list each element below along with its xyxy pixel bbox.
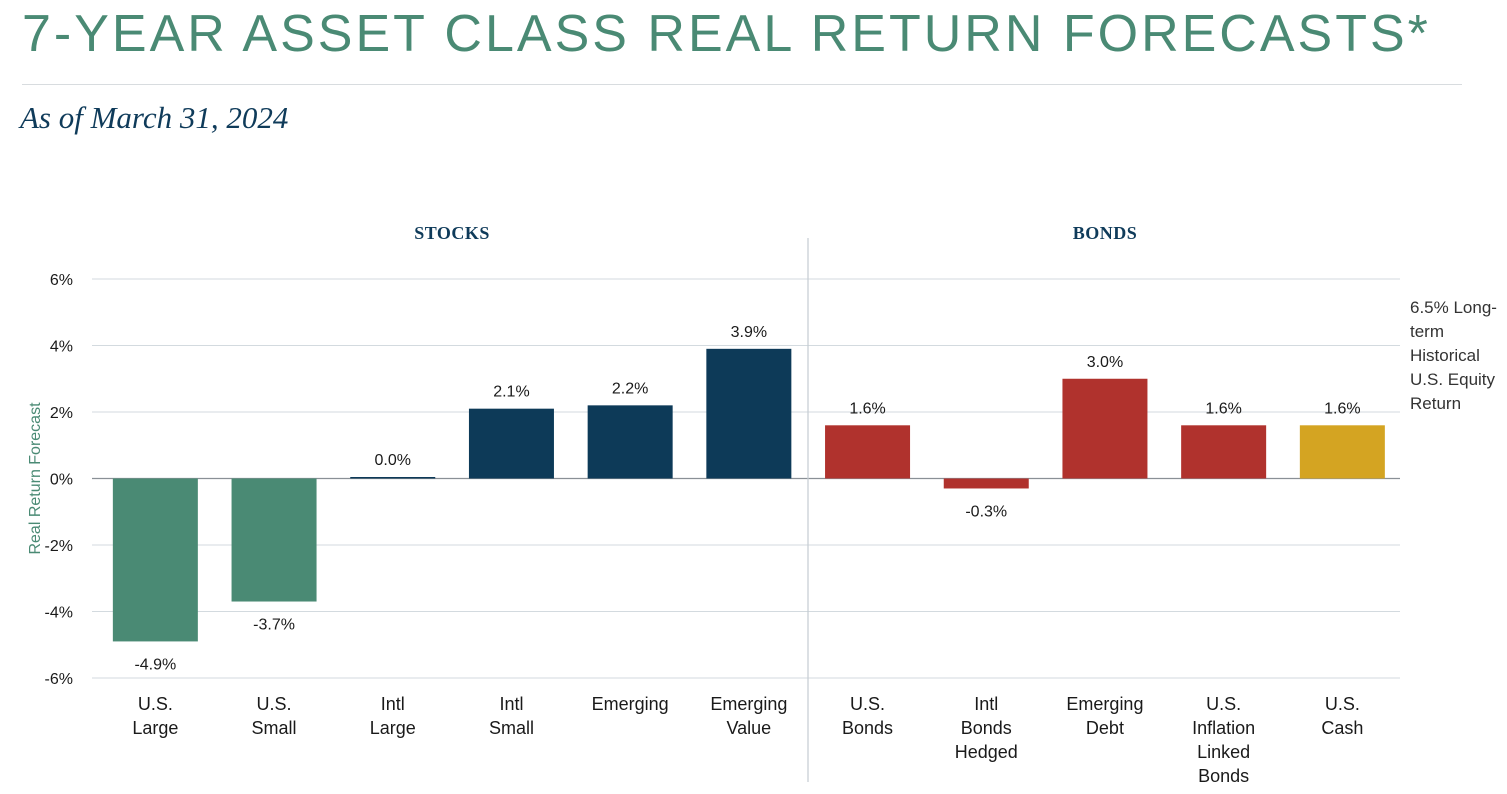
bar-value-label: 1.6% [849, 400, 885, 417]
bar [587, 405, 673, 479]
page-subtitle: As of March 31, 2024 [20, 100, 289, 135]
category-label: Intl [974, 694, 998, 714]
bar [706, 348, 792, 479]
bar [112, 478, 198, 642]
category-label: Large [132, 718, 178, 738]
category-label: Inflation [1192, 718, 1255, 738]
category-label: Intl [381, 694, 405, 714]
bar-value-label: 3.9% [731, 324, 767, 341]
group-heading: STOCKS [414, 223, 490, 243]
category-label: Bonds [1198, 766, 1249, 786]
bar [468, 408, 554, 479]
y-tick-label: 4% [50, 339, 73, 356]
bar [350, 477, 436, 479]
category-label: Intl [499, 694, 523, 714]
y-tick-label: 0% [50, 472, 73, 489]
group-heading: BONDS [1073, 223, 1138, 243]
category-label: Small [252, 718, 297, 738]
category-label: Large [370, 718, 416, 738]
bar-value-label: 2.2% [612, 380, 648, 397]
bar-value-label: 1.6% [1324, 400, 1360, 417]
bar-value-label: -0.3% [965, 503, 1007, 520]
category-label: Emerging [592, 694, 669, 714]
category-label: Bonds [961, 718, 1012, 738]
bar [943, 478, 1029, 489]
category-label: U.S. [1325, 694, 1360, 714]
bar [1181, 425, 1267, 479]
page-title: 7-YEAR ASSET CLASS REAL RETURN FORECASTS… [22, 5, 1431, 63]
category-label: Bonds [842, 718, 893, 738]
category-label: Debt [1086, 718, 1124, 738]
y-axis-label: Real Return Forecast [27, 402, 44, 555]
bar-value-label: -3.7% [253, 617, 295, 634]
historical-return-note: 6.5% Long-term Historical U.S. Equity Re… [1410, 298, 1497, 413]
bar [1299, 425, 1385, 479]
y-tick-label: 6% [50, 272, 73, 289]
category-label: Linked [1197, 742, 1250, 762]
category-label: Hedged [955, 742, 1018, 762]
category-label: Emerging [710, 694, 787, 714]
y-tick-label: -4% [45, 605, 73, 622]
bar-value-label: 3.0% [1087, 354, 1123, 371]
category-label: U.S. [1206, 694, 1241, 714]
bar-value-label: 2.1% [493, 384, 529, 401]
y-tick-label: -2% [45, 538, 73, 555]
category-label: Emerging [1066, 694, 1143, 714]
category-label: Small [489, 718, 534, 738]
bar-value-label: 0.0% [375, 452, 411, 469]
bar [231, 478, 317, 602]
bar-value-label: 1.6% [1205, 400, 1241, 417]
category-label: U.S. [257, 694, 292, 714]
category-label: U.S. [138, 694, 173, 714]
bar [825, 425, 911, 479]
category-label: Value [726, 718, 771, 738]
y-tick-label: -6% [45, 671, 73, 688]
category-label: U.S. [850, 694, 885, 714]
category-label: Cash [1321, 718, 1363, 738]
bar [1062, 378, 1148, 479]
title-divider [22, 84, 1462, 85]
bar-value-label: -4.9% [134, 656, 176, 673]
y-tick-label: 2% [50, 405, 73, 422]
